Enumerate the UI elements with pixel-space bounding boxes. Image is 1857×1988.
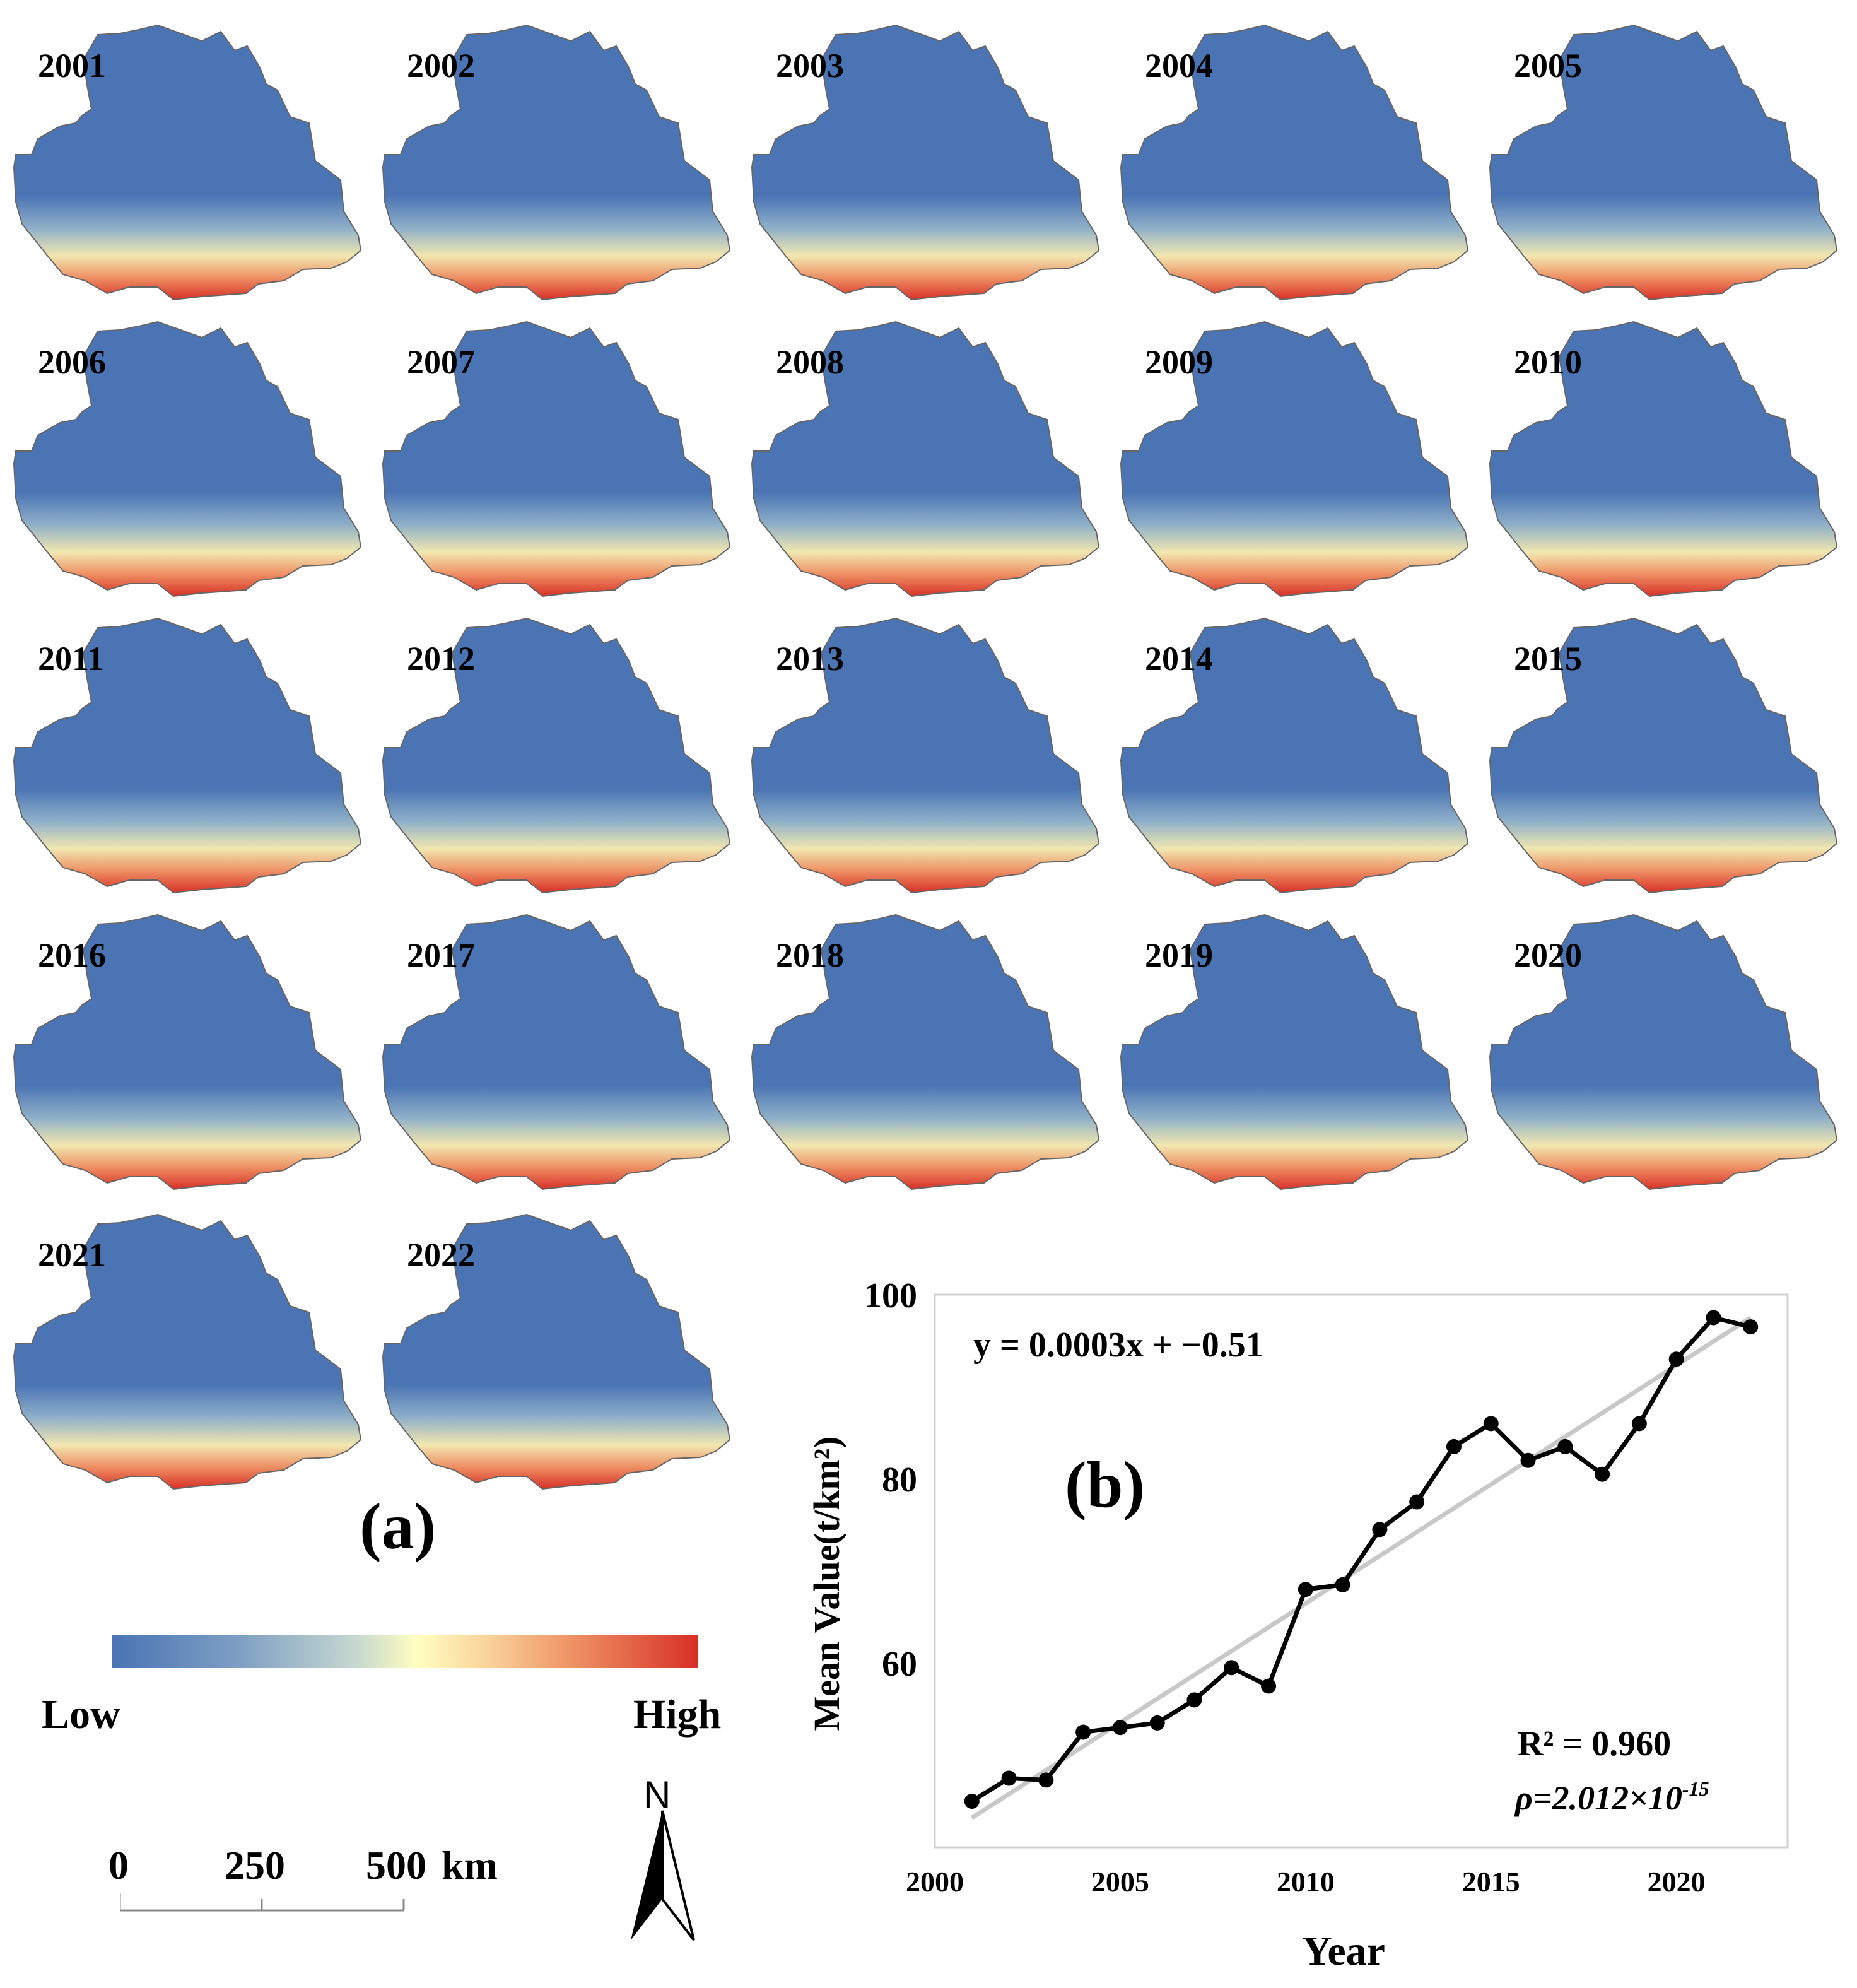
data-point-2013 [1409, 1494, 1425, 1510]
r-squared-text: R² = 0.960 [1518, 1724, 1671, 1763]
y-axis-label: Mean Value(t/km²) [806, 1437, 847, 1731]
north-label: N [643, 1773, 671, 1816]
data-point-2019 [1631, 1416, 1647, 1432]
legend-colorbar [112, 1635, 698, 1668]
data-point-2017 [1557, 1438, 1573, 1454]
map-2014 [1120, 617, 1469, 894]
map-2005 [1489, 24, 1838, 301]
data-point-2009 [1261, 1678, 1277, 1694]
panel-a-label: (a) [360, 1490, 436, 1563]
data-point-2021 [1706, 1310, 1721, 1326]
map-year-label: 2019 [1145, 936, 1213, 974]
map-year-label: 2006 [38, 343, 106, 381]
x-tick-label: 2005 [1091, 1866, 1149, 1898]
map-year-label: 2020 [1514, 936, 1582, 974]
map-year-label: 2008 [776, 343, 844, 381]
x-tick-label: 2010 [1277, 1866, 1335, 1898]
x-tick-label: 2020 [1648, 1866, 1706, 1898]
map-year-label: 2016 [38, 936, 106, 974]
north-arrow-icon [631, 1810, 695, 1941]
map-2006 [13, 321, 362, 597]
map-year-label: 2005 [1514, 47, 1582, 85]
series-line-mean-value [970, 1315, 1752, 1803]
data-point-2001 [964, 1794, 980, 1809]
map-2010 [1489, 321, 1838, 597]
map-year-label: 2002 [407, 47, 475, 85]
map-2002 [382, 24, 731, 301]
data-point-2016 [1520, 1452, 1536, 1468]
map-year-label: 2011 [38, 640, 105, 678]
y-tick-label: 60 [882, 1645, 917, 1684]
scale-bar [120, 1893, 405, 1912]
data-point-2015 [1483, 1416, 1499, 1432]
data-point-2008 [1224, 1660, 1239, 1676]
map-2019 [1120, 914, 1469, 1191]
data-point-2011 [1335, 1577, 1350, 1592]
map-year-label: 2017 [407, 936, 475, 974]
trendline [970, 1315, 1752, 1820]
map-year-label: 2013 [776, 640, 844, 678]
x-axis-label: Year [1302, 1928, 1385, 1974]
map-2001 [13, 24, 362, 301]
data-point-2005 [1112, 1720, 1128, 1736]
map-2022 [382, 1213, 731, 1490]
map-2017 [382, 914, 731, 1191]
map-year-label: 2001 [38, 47, 106, 85]
equation-text: y = 0.0003x + −0.51 [973, 1326, 1263, 1365]
map-2020 [1489, 914, 1838, 1191]
plot-area [934, 1293, 1789, 1849]
legend-high-label: High [633, 1691, 722, 1738]
data-point-2018 [1595, 1466, 1610, 1482]
data-point-2002 [1001, 1770, 1017, 1786]
data-point-2012 [1372, 1522, 1388, 1538]
data-point-2020 [1668, 1351, 1684, 1367]
map-2003 [751, 24, 1100, 301]
map-year-label: 2018 [776, 936, 844, 974]
scale-tick-500: 500 [366, 1843, 426, 1888]
map-year-label: 2004 [1145, 47, 1213, 85]
map-2012 [382, 617, 731, 894]
map-2011 [13, 617, 362, 894]
map-2004 [1120, 24, 1469, 301]
data-point-2022 [1743, 1319, 1759, 1335]
map-year-label: 2007 [407, 343, 475, 381]
chart-b: 60 80 100 2000 2005 2010 2015 2020 y = 0.0003x… [806, 1276, 1789, 1974]
x-tick-label: 2015 [1462, 1866, 1520, 1898]
scale-tick-250: 250 [225, 1843, 285, 1888]
y-tick-label: 100 [864, 1276, 917, 1315]
map-year-label: 2015 [1514, 640, 1582, 678]
map-year-label: 2014 [1145, 640, 1213, 678]
data-point-2014 [1446, 1438, 1462, 1454]
p-value-text: ρ=2.012×10-15 [1514, 1777, 1709, 1817]
map-year-label: 2022 [407, 1236, 475, 1274]
legend-low-label: Low [42, 1691, 120, 1738]
map-year-label: 2021 [38, 1236, 106, 1274]
scale-tick-0: 0 [108, 1843, 129, 1888]
data-point-2006 [1149, 1715, 1165, 1731]
scale-unit: km [442, 1843, 498, 1888]
panel-b-label: (b) [1065, 1449, 1145, 1521]
map-year-label: 2009 [1145, 343, 1213, 381]
data-point-2003 [1038, 1772, 1054, 1788]
map-year-label: 2010 [1514, 343, 1582, 381]
map-2007 [382, 321, 731, 597]
y-tick-label: 80 [882, 1461, 917, 1500]
x-tick-label: 2000 [906, 1866, 964, 1898]
data-point-2004 [1075, 1724, 1091, 1740]
map-2021 [13, 1213, 362, 1490]
map-2015 [1489, 617, 1838, 894]
map-2009 [1120, 321, 1469, 597]
map-year-label: 2003 [776, 47, 844, 85]
data-point-2010 [1298, 1582, 1313, 1597]
map-2018 [751, 914, 1100, 1191]
data-point-2007 [1186, 1692, 1202, 1708]
map-2016 [13, 914, 362, 1191]
map-year-label: 2012 [407, 640, 475, 678]
map-2013 [751, 617, 1100, 894]
map-2008 [751, 321, 1100, 597]
